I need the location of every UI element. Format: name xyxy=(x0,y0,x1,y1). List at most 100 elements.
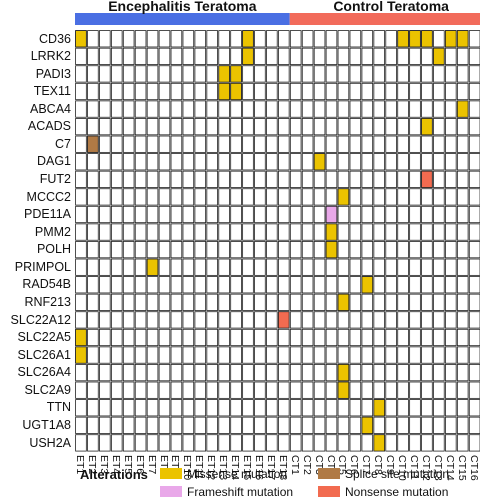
grid-cell xyxy=(158,416,171,434)
grid-cell xyxy=(254,188,266,206)
grid-cell xyxy=(289,30,302,48)
grid-cell xyxy=(218,416,230,434)
grid-cell xyxy=(146,135,159,153)
sample-label-text: CT2 xyxy=(300,454,313,475)
grid-cell xyxy=(230,153,242,171)
grid-cell xyxy=(385,223,397,241)
grid-cell xyxy=(289,416,302,434)
mutation-cell-missense xyxy=(337,364,350,382)
grid-cell xyxy=(254,205,266,224)
mutation-cell-missense xyxy=(230,65,242,83)
grid-cell xyxy=(122,416,135,434)
legend-label-frameshift: Frameshift mutation xyxy=(187,485,294,499)
grid-cell xyxy=(337,311,350,329)
grid-cell xyxy=(445,293,457,311)
grid-cell xyxy=(289,328,302,347)
grid-cell xyxy=(87,223,99,241)
grid-cell xyxy=(433,135,445,153)
grid-cell xyxy=(433,346,445,364)
grid-cell xyxy=(289,47,302,65)
grid-cell xyxy=(456,416,469,434)
grid-cell xyxy=(194,100,207,118)
grid-cell xyxy=(194,328,207,347)
grid-cell xyxy=(278,30,290,48)
grid-cell xyxy=(218,434,230,452)
gene-label: DAG1 xyxy=(36,154,71,169)
grid-cell xyxy=(75,381,87,399)
grid-cell xyxy=(397,205,409,224)
grid-cell xyxy=(421,311,433,329)
group-bar-control xyxy=(289,13,480,25)
gene-label: RNF213 xyxy=(24,295,71,310)
grid-cell xyxy=(75,205,87,224)
grid-cell xyxy=(87,293,99,311)
grid-cell xyxy=(242,293,254,311)
grid-cell xyxy=(87,82,99,101)
grid-cell xyxy=(349,434,362,452)
grid-cell xyxy=(146,434,159,452)
grid-cell xyxy=(266,276,278,294)
grid-cell xyxy=(75,416,87,434)
grid-cell xyxy=(182,311,195,329)
grid-cell xyxy=(373,346,385,364)
grid-cell xyxy=(254,135,266,153)
grid-cell xyxy=(325,153,338,171)
grid-cell xyxy=(337,346,350,364)
grid-cell xyxy=(278,276,290,294)
grid-cell xyxy=(301,241,314,259)
grid-cell xyxy=(313,135,326,153)
grid-cell xyxy=(445,328,457,347)
legend-item-missense: Missense mutation xyxy=(160,467,287,481)
grid-cell xyxy=(349,346,362,364)
grid-cell xyxy=(325,416,338,434)
grid-cell xyxy=(122,276,135,294)
grid-cell xyxy=(325,434,338,452)
grid-cell xyxy=(206,241,218,259)
grid-cell xyxy=(134,223,147,241)
grid-cell xyxy=(468,65,480,83)
grid-cell xyxy=(242,65,254,83)
grid-cell xyxy=(468,416,480,434)
mutation-cell-missense xyxy=(409,30,421,48)
grid-cell xyxy=(301,47,314,65)
grid-cell xyxy=(158,293,171,311)
grid-cell xyxy=(337,399,350,417)
grid-cell xyxy=(313,47,326,65)
grid-cell xyxy=(361,328,374,347)
grid-cell xyxy=(313,118,326,136)
grid-cell xyxy=(194,47,207,65)
grid-cell xyxy=(122,258,135,276)
grid-cell xyxy=(87,205,99,224)
mutation-cell-frameshift xyxy=(325,205,338,224)
grid-cell xyxy=(254,118,266,136)
grid-cell xyxy=(278,170,290,188)
grid-cell xyxy=(445,205,457,224)
grid-cell xyxy=(421,416,433,434)
grid-cell xyxy=(110,364,123,382)
grid-cell xyxy=(218,135,230,153)
grid-cell xyxy=(456,82,469,101)
gene-label: ACADS xyxy=(27,119,71,134)
sample-label-text: ET1 xyxy=(74,454,86,474)
grid-cell xyxy=(301,364,314,382)
grid-cell xyxy=(146,30,159,48)
grid-cell xyxy=(349,30,362,48)
grid-cell xyxy=(99,434,111,452)
grid-cell xyxy=(445,346,457,364)
grid-cell xyxy=(433,381,445,399)
grid-cell xyxy=(218,346,230,364)
grid-cell xyxy=(266,205,278,224)
grid-cell xyxy=(266,30,278,48)
grid-cell xyxy=(146,205,159,224)
grid-cell xyxy=(409,100,421,118)
grid-cell xyxy=(122,364,135,382)
grid-cell xyxy=(468,293,480,311)
grid-cell xyxy=(170,170,183,188)
grid-cell xyxy=(218,399,230,417)
mutation-cell-splice xyxy=(87,135,99,153)
legend-label-splice: Splice site mutation xyxy=(345,467,450,481)
grid-cell xyxy=(278,434,290,452)
grid-cell xyxy=(325,364,338,382)
grid-cell xyxy=(409,170,421,188)
grid-cell xyxy=(110,82,123,101)
